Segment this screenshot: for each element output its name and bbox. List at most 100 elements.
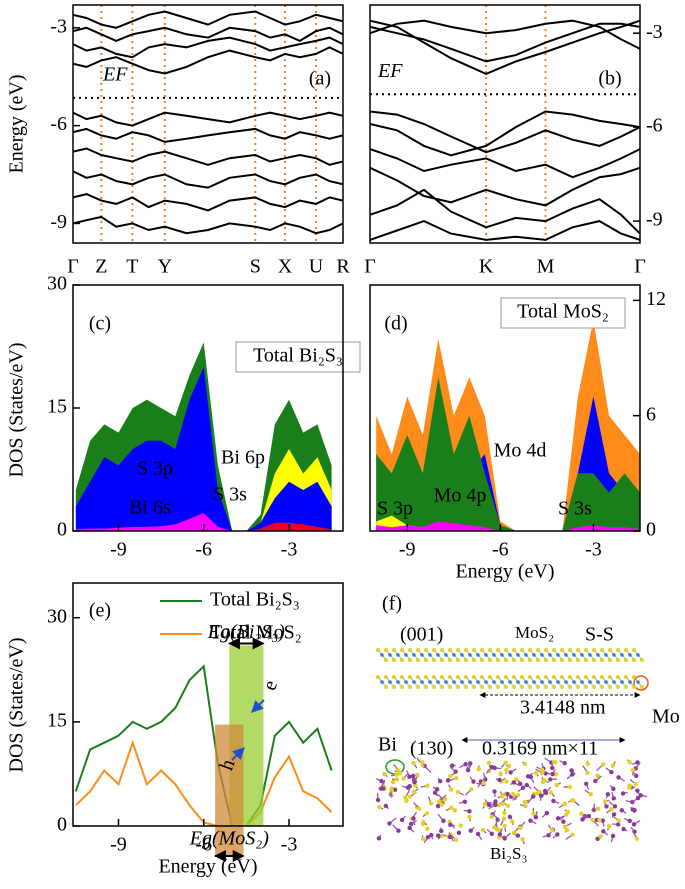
- atom: [579, 811, 584, 816]
- atom: [500, 801, 506, 806]
- atom: [468, 787, 474, 792]
- atom: [611, 786, 616, 792]
- atom: [435, 803, 441, 809]
- atom: [632, 658, 636, 662]
- atom: [592, 685, 596, 689]
- atom: [428, 680, 432, 684]
- atom: [472, 648, 476, 652]
- atom: [384, 648, 388, 652]
- atom: [500, 794, 505, 799]
- atom: [512, 675, 516, 679]
- atom: [407, 825, 412, 831]
- atom: [420, 680, 424, 684]
- atom: [604, 804, 609, 809]
- atom: [392, 685, 396, 689]
- bi-label: Bi: [378, 734, 397, 756]
- atom: [425, 826, 430, 831]
- atom: [548, 790, 554, 795]
- atom: [516, 653, 520, 657]
- atom: [456, 830, 462, 835]
- atom: [415, 772, 420, 778]
- atom: [640, 658, 644, 662]
- atom: [538, 793, 544, 798]
- atom: [616, 775, 621, 780]
- atom: [568, 648, 572, 652]
- atom: [508, 653, 512, 657]
- band: [73, 10, 343, 29]
- x-tick-label: -9: [399, 539, 416, 561]
- atom: [380, 786, 386, 791]
- atom: [572, 653, 576, 657]
- atom: [502, 810, 507, 816]
- atom: [482, 801, 488, 807]
- atom: [612, 653, 616, 657]
- atom: [411, 789, 417, 795]
- y-tick-label: 15: [47, 396, 67, 418]
- atom: [605, 792, 611, 797]
- atom: [424, 811, 429, 816]
- atom: [436, 833, 441, 838]
- atom: [403, 795, 408, 800]
- atom: [611, 796, 616, 801]
- band: [370, 19, 640, 50]
- atom: [411, 816, 416, 821]
- atom: [408, 658, 412, 662]
- series-label: Mo 4p: [434, 485, 487, 507]
- atom: [544, 685, 548, 689]
- atom: [496, 685, 500, 689]
- atom: [509, 818, 515, 824]
- atom: [412, 653, 416, 657]
- atom: [387, 821, 392, 826]
- atom: [600, 648, 604, 652]
- atom: [568, 658, 572, 662]
- atom: [476, 766, 481, 772]
- x-axis-label: Energy (eV): [158, 856, 257, 878]
- atom: [632, 807, 637, 813]
- atom: [379, 778, 384, 784]
- atom: [615, 822, 621, 827]
- atom: [382, 771, 387, 777]
- atom: [608, 658, 612, 662]
- atom: [432, 790, 438, 795]
- atom: [523, 804, 528, 809]
- atom: [452, 808, 457, 813]
- atom: [467, 814, 472, 820]
- atom: [463, 761, 468, 767]
- atom: [518, 825, 523, 831]
- atom: [448, 822, 453, 828]
- atom: [454, 775, 459, 781]
- x-tick-label: -6: [492, 539, 509, 561]
- atom: [476, 680, 480, 684]
- atom: [475, 831, 481, 837]
- band: [73, 193, 343, 212]
- atom: [610, 833, 616, 839]
- atom: [489, 831, 495, 837]
- atom: [634, 836, 640, 841]
- atom: [388, 680, 392, 684]
- atom: [616, 675, 620, 679]
- atom: [532, 653, 536, 657]
- atom: [635, 788, 640, 793]
- atom: [586, 813, 592, 819]
- atom: [540, 680, 544, 684]
- series-label: Bi 6s: [129, 497, 171, 519]
- atom: [455, 789, 461, 795]
- atom: [520, 675, 524, 679]
- atom: [619, 808, 625, 813]
- atom: [416, 675, 420, 679]
- band: [370, 148, 640, 179]
- atom: [504, 779, 509, 784]
- atom: [551, 798, 556, 804]
- gap-label: Eg(MoS₂): [189, 828, 269, 850]
- atom: [396, 653, 400, 657]
- atom: [464, 648, 468, 652]
- series-label: S 3p: [137, 458, 173, 480]
- atom: [440, 675, 444, 679]
- atom: [528, 685, 532, 689]
- atom: [399, 817, 405, 823]
- atom: [400, 658, 404, 662]
- atom: [480, 685, 484, 689]
- atom: [627, 785, 632, 790]
- atom: [616, 648, 620, 652]
- atom: [630, 767, 636, 773]
